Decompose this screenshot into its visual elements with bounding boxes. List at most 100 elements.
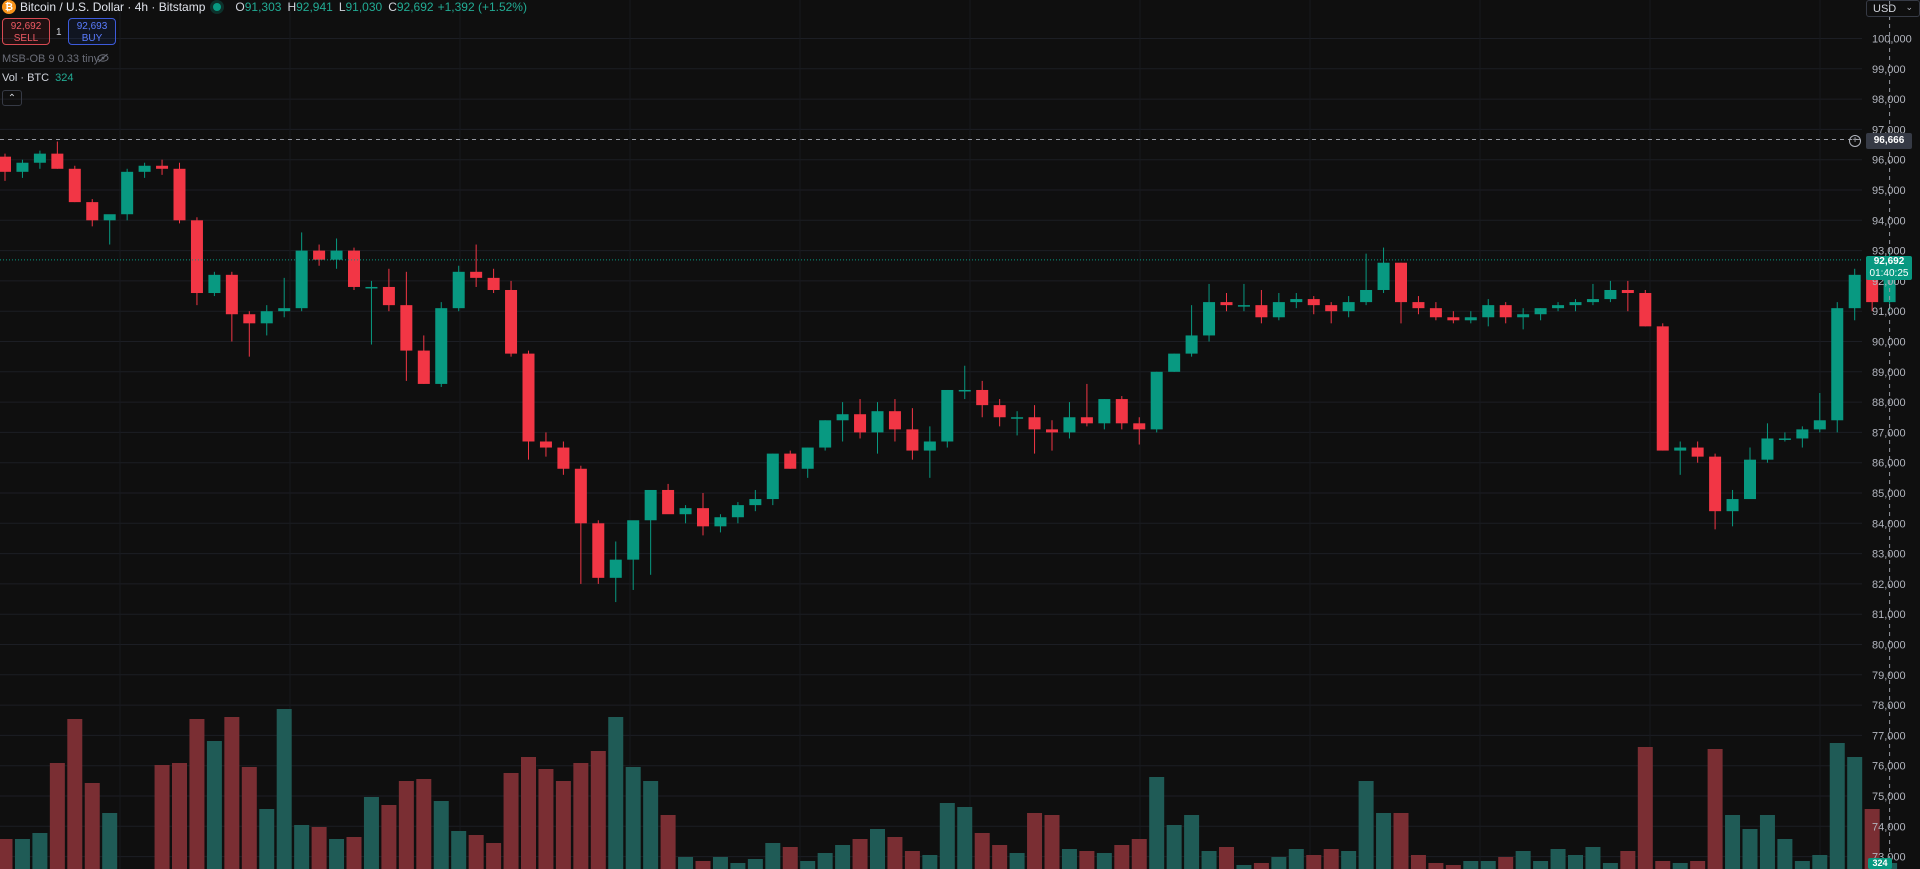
volume-bar — [1236, 865, 1252, 869]
volume-bar — [1498, 857, 1514, 869]
volume-bar — [1009, 853, 1025, 869]
volume-bar — [957, 807, 973, 869]
volume-bar — [555, 781, 571, 869]
volume-bar — [1184, 815, 1200, 869]
volume-bar — [695, 861, 711, 869]
candle-body — [1255, 305, 1268, 318]
volume-bar — [102, 813, 118, 869]
add-alert-plus-icon[interactable]: + — [1849, 135, 1861, 147]
volume-bar — [1114, 845, 1130, 869]
candle-body — [958, 389, 971, 392]
candle-body — [51, 153, 64, 169]
collapse-legend-button[interactable]: ⌃ — [2, 90, 22, 106]
candle-body — [662, 489, 675, 515]
candle-body — [592, 523, 605, 578]
candle-body — [1813, 420, 1826, 430]
volume-bar — [503, 773, 519, 869]
candle-body — [1866, 274, 1879, 303]
volume-bar — [835, 845, 851, 869]
candle-body — [871, 411, 884, 433]
price-axis[interactable]: 100,00099,00098,00097,00096,00095,00094,… — [1872, 34, 1912, 864]
symbol-legend: ₿ Bitcoin / U.S. Dollar · 4h · Bitstamp … — [0, 0, 527, 14]
candle-body — [0, 156, 11, 172]
candle-body — [923, 441, 936, 451]
volume-label: Vol · BTC — [2, 72, 50, 84]
volume-bar — [276, 709, 292, 869]
symbol-title[interactable]: Bitcoin / U.S. Dollar · 4h · Bitstamp — [20, 0, 206, 14]
candle-body — [1325, 305, 1338, 312]
candle-body — [470, 271, 483, 278]
sell-button[interactable]: 92,692 SELL — [2, 18, 50, 45]
candle-body — [1761, 438, 1774, 460]
volume-bar — [189, 719, 205, 869]
volume-bar — [1341, 851, 1357, 869]
chevron-down-icon: ⌄ — [1905, 2, 1913, 12]
candle-body — [138, 165, 151, 172]
candle-body — [190, 220, 203, 294]
eye-hidden-icon[interactable] — [97, 53, 109, 63]
candle-series — [0, 141, 1896, 603]
candle-body — [225, 274, 238, 315]
close-key: C — [388, 0, 397, 14]
candle-body — [1499, 305, 1512, 318]
volume-bar — [346, 837, 362, 869]
high-key: H — [287, 0, 297, 14]
candle-body — [522, 353, 535, 442]
grid-lines — [0, 0, 1862, 869]
spread-value: 1 — [56, 27, 62, 38]
volume-bar — [904, 851, 920, 869]
volume-bar — [329, 839, 345, 869]
volume-bar — [1655, 861, 1671, 869]
volume-bar — [800, 861, 816, 869]
candle-body — [330, 250, 343, 260]
volume-bar — [643, 781, 659, 869]
volume-bar — [1550, 849, 1566, 869]
candle-body — [452, 271, 465, 309]
volume-bar — [1323, 849, 1339, 869]
low-value: 91,030 — [345, 0, 383, 14]
volume-bar — [1672, 863, 1688, 869]
candle-body — [156, 165, 169, 169]
msb-indicator-legend[interactable]: MSB-OB 9 0.33 tiny — [2, 53, 100, 65]
volume-legend[interactable]: Vol · BTC 324 — [2, 72, 73, 84]
candle-body — [1464, 317, 1477, 321]
volume-bar — [1061, 849, 1077, 869]
candle-body — [627, 520, 640, 560]
candle-body — [103, 214, 116, 221]
volume-bar — [451, 831, 467, 869]
volume-bar — [538, 769, 554, 869]
candle-body — [1168, 353, 1181, 372]
currency-selector[interactable]: USD ⌄ — [1866, 0, 1920, 17]
volume-bar — [1533, 861, 1549, 869]
price-tick-label: 75,000 — [1872, 791, 1906, 803]
volume-bar — [870, 829, 885, 869]
candle-body — [1709, 456, 1722, 512]
candle-body — [941, 389, 954, 442]
candle-body — [801, 447, 814, 469]
price-tick-label: 90,000 — [1872, 337, 1906, 349]
volume-bar — [1707, 749, 1723, 869]
candle-body — [539, 441, 552, 448]
volume-bar — [241, 767, 257, 869]
buy-button[interactable]: 92,693 BUY — [68, 18, 116, 45]
change-value: +1,392 (+1.52%) — [437, 0, 527, 14]
volume-bar — [992, 845, 1008, 869]
volume-bar — [1044, 815, 1060, 869]
candle-body — [1028, 417, 1041, 430]
buy-label: BUY — [81, 33, 103, 44]
volume-bar — [922, 855, 938, 869]
sell-label: SELL — [13, 33, 39, 44]
volume-bar — [1219, 847, 1234, 869]
candle-body — [1796, 429, 1809, 439]
volume-bar — [887, 837, 903, 869]
bar-countdown: 01:40:25 — [1869, 268, 1909, 279]
price-tick-label: 79,000 — [1872, 670, 1906, 682]
volume-bar — [747, 859, 763, 869]
volume-bar — [224, 717, 240, 869]
volume-bar — [974, 833, 990, 869]
candle-body — [260, 311, 273, 324]
volume-bar — [1585, 847, 1601, 869]
bitcoin-icon[interactable]: ₿ — [2, 0, 16, 14]
candle-body — [906, 429, 919, 451]
